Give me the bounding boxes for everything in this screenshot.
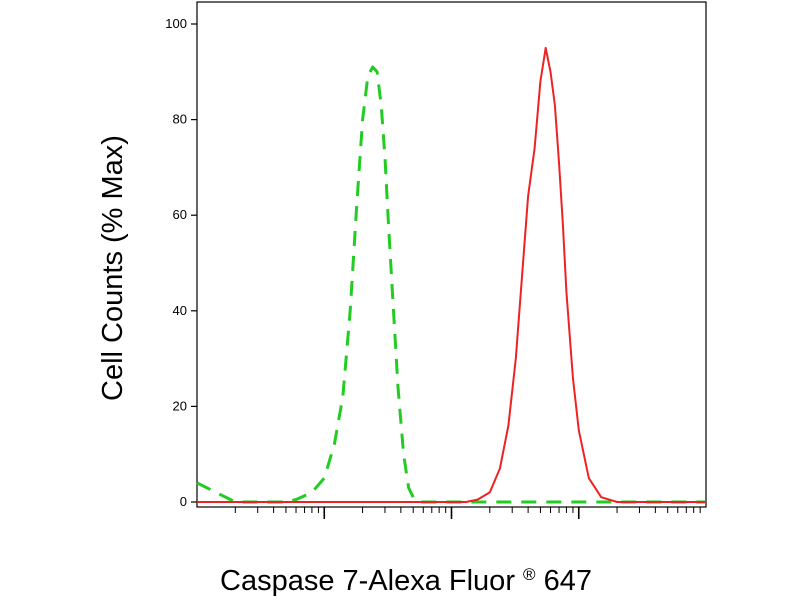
series-line-dashed xyxy=(196,65,706,504)
y-tick-label: 40 xyxy=(173,303,187,318)
y-tick-label: 100 xyxy=(165,16,187,31)
y-axis-title: Cell Counts (% Max) xyxy=(97,135,129,401)
y-tick-label: 20 xyxy=(173,398,187,413)
x-axis-title-suffix: 647 xyxy=(544,565,592,597)
x-axis-title: Caspase 7-Alexa Fluor ® 647 xyxy=(220,555,592,597)
y-tick-label: 60 xyxy=(173,207,187,222)
y-tick-label: 0 xyxy=(180,494,187,509)
y-axis-ticks: 0 20 40 60 80 100 xyxy=(165,16,197,509)
series-line-solid xyxy=(197,46,706,503)
plot-frame xyxy=(196,1,707,508)
y-tick-label: 80 xyxy=(173,112,187,127)
x-axis-title-registered-mark: ® xyxy=(523,565,536,584)
x-axis-ticks xyxy=(234,507,701,519)
x-axis-title-main: Caspase 7-Alexa Fluor xyxy=(220,565,515,597)
series-layer xyxy=(196,46,706,504)
